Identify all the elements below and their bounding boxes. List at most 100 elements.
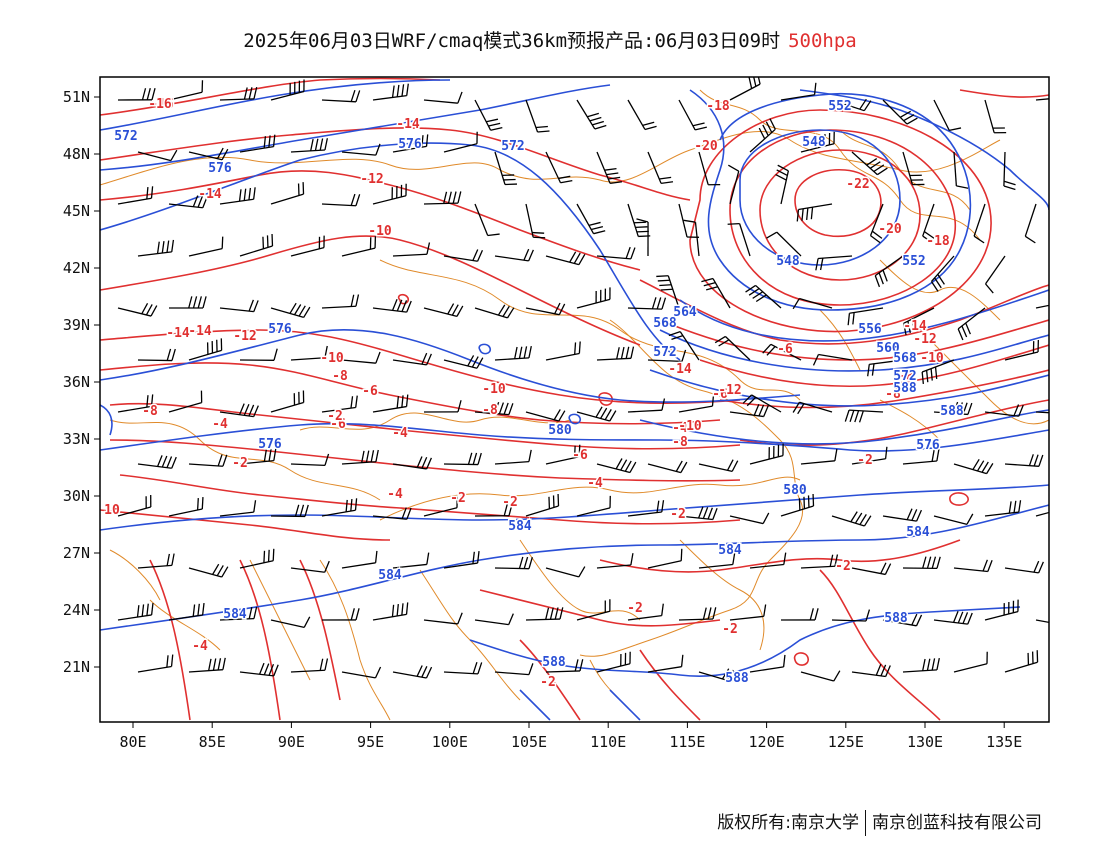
- wind-barb: [168, 80, 204, 101]
- wind-barb: [576, 99, 607, 130]
- wind-barbs: [117, 77, 1049, 683]
- wind-barb: [270, 79, 305, 101]
- lon-tick-label: 110E: [590, 733, 626, 751]
- height-label: 588: [940, 404, 964, 419]
- temperature-label: -18: [706, 99, 730, 114]
- temperature-label: -12: [718, 383, 741, 398]
- height-label: 576: [208, 161, 232, 176]
- height-label: 588: [893, 381, 917, 396]
- temperature-label: -12: [233, 329, 256, 344]
- height-label: 548: [776, 254, 800, 269]
- wind-barb: [874, 255, 904, 288]
- height-label: 572: [114, 129, 137, 144]
- temperature-label: -14: [903, 319, 927, 334]
- height-label: 580: [548, 423, 572, 438]
- wind-barb: [392, 665, 433, 679]
- wind-barb: [953, 458, 994, 475]
- wind-barb: [683, 219, 700, 257]
- wind-barb: [627, 603, 664, 621]
- wind-barb: [525, 302, 566, 316]
- temperature-label: -4: [392, 426, 408, 441]
- wind-barb: [494, 449, 532, 465]
- height-label: 576: [268, 322, 292, 337]
- wind-barb: [188, 147, 229, 161]
- temperature-label: -6: [712, 387, 728, 402]
- temperature-label: -20: [878, 222, 902, 237]
- wind-barb: [800, 131, 835, 153]
- wind-barb: [117, 394, 154, 413]
- wind-barb: [668, 331, 700, 361]
- wind-barb: [869, 203, 884, 244]
- height-labels: 572 576 576 572 576 576 580 584 584 584 588 552 548 5…: [113, 98, 966, 688]
- wind-barb: [902, 449, 940, 465]
- wind-barb: [188, 657, 226, 673]
- wind-barb: [729, 77, 761, 101]
- wind-barb: [627, 203, 651, 238]
- wind-barb: [219, 500, 257, 517]
- wind-barb: [596, 458, 637, 474]
- wind-barb: [576, 599, 611, 621]
- temperature-label: -14: [198, 187, 222, 202]
- wind-barb: [902, 556, 941, 569]
- wind-barb: [984, 404, 1024, 417]
- wind-barb: [698, 459, 739, 472]
- temperature-label: -2: [835, 559, 851, 574]
- wind-barb: [796, 203, 833, 222]
- lat-tick-label: 39N: [63, 316, 90, 334]
- wind-barb: [792, 401, 833, 415]
- wind-barb: [851, 446, 888, 465]
- wind-barb: [627, 500, 665, 517]
- wind-barb: [239, 448, 277, 465]
- wind-barb: [188, 236, 224, 257]
- temperature-label: -22: [846, 177, 869, 192]
- wind-barb: [678, 99, 707, 131]
- wind-barb: [290, 658, 329, 673]
- wind-barb: [698, 668, 739, 683]
- lon-tick-label: 100E: [432, 733, 468, 751]
- wind-barb: [749, 654, 786, 673]
- wind-barb: [239, 548, 275, 569]
- height-label: 576: [398, 137, 422, 152]
- wind-barb: [698, 552, 736, 569]
- lon-tick-label: 80E: [119, 733, 146, 751]
- wind-barb: [117, 494, 152, 517]
- temperature-label: -8: [332, 369, 348, 384]
- wind-barb: [576, 203, 606, 235]
- height-label: 576: [258, 437, 282, 452]
- wind-barb: [800, 554, 839, 569]
- wind-barb: [780, 493, 815, 517]
- wind-barb: [372, 83, 409, 101]
- wind-barb: [576, 287, 611, 309]
- wind-barb: [270, 182, 305, 205]
- wind-barb: [494, 556, 533, 570]
- wind-barb: [1024, 203, 1037, 244]
- temperature-label: -4: [387, 487, 403, 502]
- wind-barb: [423, 191, 462, 205]
- wind-barb: [933, 401, 973, 416]
- lon-tick-label: 90E: [278, 733, 305, 751]
- wind-barb: [474, 203, 500, 237]
- wind-barb: [627, 398, 666, 413]
- lat-tick-label: 24N: [63, 601, 90, 619]
- wind-barb: [545, 659, 584, 673]
- wind-barb: [372, 507, 412, 520]
- wind-barb: [727, 222, 751, 257]
- lat-tick-label: 48N: [63, 145, 90, 163]
- wind-barb: [137, 348, 176, 362]
- lon-tick-label: 105E: [511, 733, 547, 751]
- wind-barb: [596, 346, 635, 361]
- height-label: 588: [725, 671, 749, 686]
- wind-barb: [117, 602, 154, 621]
- lon-tick-label: 130E: [907, 733, 943, 751]
- height-label: 568: [653, 316, 677, 331]
- temperature-label: -6: [572, 448, 588, 463]
- wind-barb: [525, 99, 550, 133]
- wind-barb: [933, 610, 973, 625]
- wind-barb: [321, 498, 358, 517]
- map-frame: [99, 76, 1050, 723]
- wind-barb: [545, 566, 586, 578]
- temperature-label: -8: [482, 403, 498, 418]
- wind-barb: [321, 608, 360, 621]
- wind-barb: [742, 394, 782, 413]
- wind-barb: [851, 151, 888, 176]
